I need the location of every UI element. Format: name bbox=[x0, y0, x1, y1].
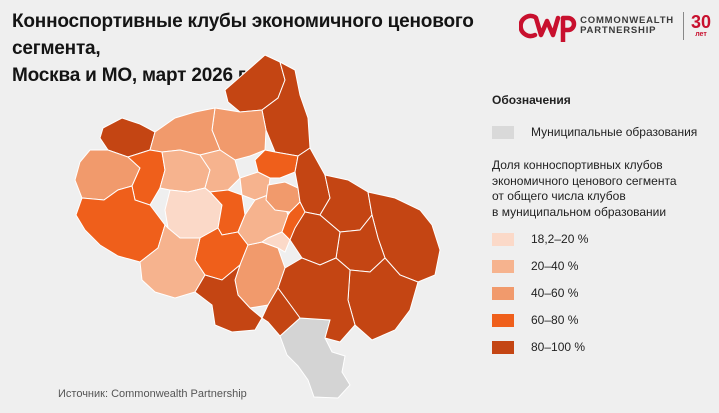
legend-bin-1: 18,2–20 % bbox=[492, 232, 712, 246]
bin-2-label: 20–40 % bbox=[531, 259, 579, 273]
legend-description: Доля конноспортивных клубов экономичного… bbox=[492, 158, 712, 220]
bin-1-swatch bbox=[492, 232, 514, 246]
bin-1-label: 18,2–20 % bbox=[531, 232, 589, 246]
title-line-1: Конноспортивные клубы экономичного ценов… bbox=[12, 11, 474, 59]
legend-bin-4: 60–80 % bbox=[492, 313, 712, 327]
bin-5-swatch bbox=[492, 340, 514, 354]
legend: Обозначения Муниципальные образования До… bbox=[492, 93, 712, 367]
region-light-southwest bbox=[139, 224, 206, 299]
legend-bin-5: 80–100 % bbox=[492, 340, 712, 354]
region-mid-north-2 bbox=[149, 107, 221, 156]
region-gray-south bbox=[279, 317, 351, 399]
bin-4-swatch bbox=[492, 313, 514, 327]
bin-4-label: 60–80 % bbox=[531, 313, 579, 327]
source-note: Источник: Commonwealth Partnership bbox=[58, 388, 247, 400]
bin-5-label: 80–100 % bbox=[531, 340, 586, 354]
anniversary-badge: 30 лет bbox=[691, 13, 711, 39]
region-orange-west-1 bbox=[127, 149, 166, 206]
legend-municipal-label: Муниципальные образования bbox=[531, 125, 698, 139]
brand-block: COMMONWEALTH PARTNERSHIP 30 лет bbox=[519, 8, 711, 44]
anniversary-number: 30 bbox=[690, 12, 711, 32]
region-orange-north-small bbox=[254, 149, 299, 179]
municipal-swatch bbox=[492, 125, 514, 139]
brand-name-line-2: PARTNERSHIP bbox=[580, 25, 657, 36]
legend-description-line-3: от общего числа клубов bbox=[492, 189, 626, 203]
region-orange-near-moscow bbox=[281, 201, 306, 241]
bin-3-swatch bbox=[492, 286, 514, 300]
title-line-2: Москва и МО, март 2026 г. bbox=[12, 65, 249, 86]
bin-2-swatch bbox=[492, 259, 514, 273]
brand-name-line-1: COMMONWEALTH bbox=[580, 15, 674, 26]
legend-description-line-4: в муниципальном образовании bbox=[492, 204, 667, 219]
region-dark-south-3 bbox=[261, 287, 301, 337]
legend-bin-2: 20–40 % bbox=[492, 259, 712, 273]
anniversary-label: лет bbox=[695, 31, 707, 38]
legend-description-line-1: Доля конноспортивных клубов bbox=[492, 158, 663, 172]
map-title: Конноспортивные клубы экономичного ценов… bbox=[12, 8, 482, 89]
cwp-logo-icon bbox=[519, 13, 577, 42]
legend-municipal-row: Муниципальные образования bbox=[492, 125, 712, 139]
legend-bin-3: 40–60 % bbox=[492, 286, 712, 300]
bin-3-label: 40–60 % bbox=[531, 286, 579, 300]
legend-heading: Обозначения bbox=[492, 93, 571, 107]
legend-description-line-2: экономичного ценового сегмента bbox=[492, 173, 677, 188]
legend-bins: 18,2–20 % 20–40 % 40–60 % 60–80 % 80–100… bbox=[492, 232, 712, 354]
brand-divider bbox=[682, 12, 684, 40]
brand-name: COMMONWEALTH PARTNERSHIP bbox=[580, 16, 674, 36]
